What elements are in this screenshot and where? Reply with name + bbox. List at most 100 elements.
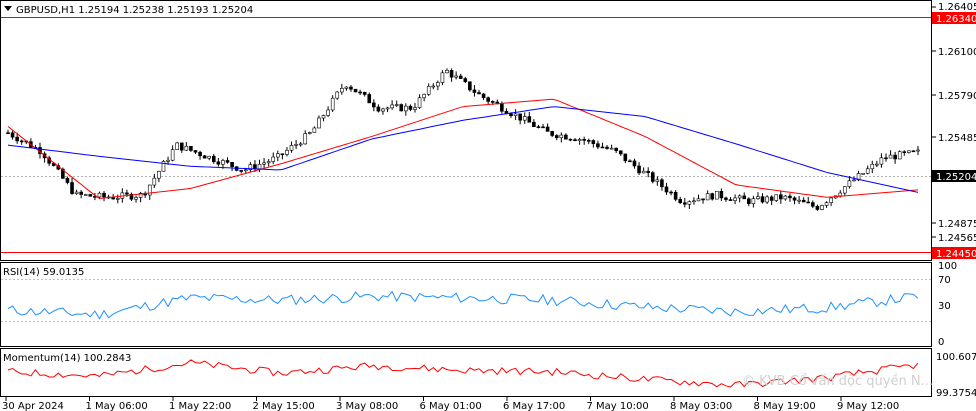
candle-body [509,113,513,117]
y-tick-label: 1.26100 [938,47,976,58]
candle-body [353,88,358,93]
symbol-info: GBPUSD,H1 1.25194 1.25238 1.25193 1.2520… [16,5,253,16]
candle-body [19,140,24,143]
candle-body [312,127,317,133]
candle-body [847,180,852,187]
candle-body [449,70,454,78]
candle-body [115,198,120,200]
candle-body [340,88,344,93]
candle-body [166,159,170,162]
candle-body [632,160,637,167]
candle-body [298,143,303,146]
candle-body [609,147,614,150]
candle-body [733,197,737,201]
candle-body [477,92,481,95]
candle-body [376,106,381,112]
candle-body [436,82,440,87]
candle-body [591,140,596,145]
moving-average-blue [7,106,919,193]
candle-body [916,149,920,152]
candle-body [413,107,417,110]
candle-body [390,104,394,109]
price-axis: 1.26405 1.26100 1.25790 1.25485 1.24875 … [932,2,976,244]
candle-body [454,75,458,78]
candle-body [701,198,705,201]
x-tick-label: 7 May 10:00 [587,401,649,411]
candle-body [856,173,861,181]
moving-average-red [7,98,919,200]
candle-body [765,196,769,203]
candle-body [372,102,376,108]
candle-body [198,151,202,157]
rsi-tick-label: 70 [938,275,951,286]
candle-body [102,192,106,198]
candle-body [367,94,372,104]
y-tick-label: 1.25790 [938,91,976,102]
candle-body [728,199,733,201]
candle-body [500,103,504,112]
candle-body [344,86,349,89]
candle-body [253,164,257,170]
candle-body [239,170,244,172]
x-tick-label: 6 May 01:00 [420,401,482,411]
candle-body [605,146,609,149]
momentum-axis: 100.6074 99.3754 [936,352,976,399]
x-tick-label: 8 May 03:00 [670,401,732,411]
candle-body [294,144,298,146]
rsi-axis: 100 70 30 0 [938,261,957,348]
candle-body [655,179,660,182]
rsi-tick-label: 100 [938,261,957,272]
candle-body [902,151,907,153]
candle-body [422,93,426,99]
candle-body [737,195,742,199]
candle-body [317,117,321,129]
candle-body [161,161,166,172]
x-tick-label: 9 May 12:00 [837,401,899,411]
candle-body [527,116,532,123]
candle-body [870,163,875,170]
candle-body [202,155,207,159]
current-price-tag-text: 1.25204 [936,172,976,183]
candle-body [751,198,756,205]
candle-body [705,193,710,201]
candle-body [303,133,308,145]
lower-line-price-tag [932,247,976,259]
x-tick-label: 6 May 17:00 [503,401,565,411]
candle-body [189,145,193,151]
candle-body [522,116,527,121]
rsi-tick-label: 30 [938,301,951,312]
candle-body [586,140,591,142]
candle-body [79,191,83,195]
y-tick-label: 1.25485 [938,133,976,144]
candle-body [893,154,897,160]
candle-body [362,91,367,95]
candle-body [431,85,436,88]
candle-body [829,197,833,203]
candle-body [843,186,847,194]
x-tick-label: 2 May 15:00 [253,401,315,411]
candle-body [262,162,266,165]
chart-menu-arrow-icon[interactable] [4,6,12,11]
candle-body [74,191,79,194]
candle-body [724,197,728,200]
candle-body [559,134,564,139]
candle-body [157,171,161,179]
candle-body [760,196,765,203]
candle-body [15,136,19,142]
candle-body [669,191,673,194]
candle-body [207,155,212,159]
candle-body [536,126,541,129]
candle-body [193,150,198,153]
candle-body [472,89,477,93]
candle-body [861,172,865,175]
momentum-line [7,359,919,388]
candle-body [811,202,815,207]
candle-body [486,97,490,102]
candle-body [824,202,829,206]
current-price-tag [932,170,976,182]
candle-body [582,139,586,141]
candle-body [879,157,884,165]
candle-body [742,195,747,200]
x-tick-label: 1 May 22:00 [169,401,231,411]
